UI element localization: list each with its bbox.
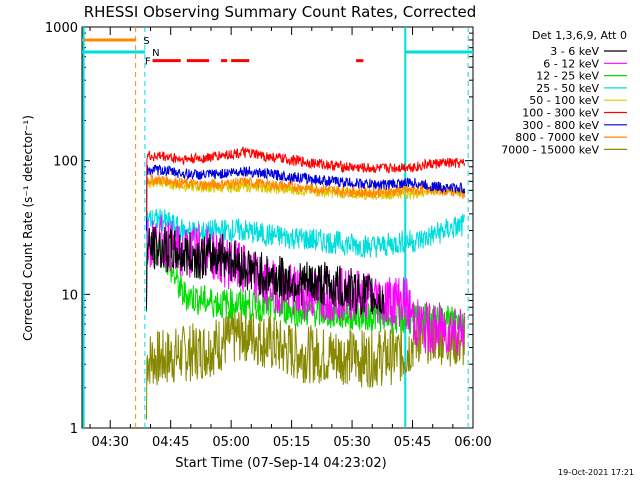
series-line-6-12-kev <box>146 215 466 356</box>
flag-f-label: F <box>145 57 151 68</box>
legend-title: Det 1,3,6,9, Att 0 <box>532 29 627 42</box>
data-layer <box>82 27 473 428</box>
x-tick-label: 05:30 <box>333 435 370 450</box>
y-tick-label: 1000 <box>45 21 78 36</box>
chart-title: RHESSI Observing Summary Count Rates, Co… <box>84 3 477 21</box>
plot-frame <box>81 26 474 429</box>
x-tick-label: 05:15 <box>273 435 310 450</box>
legend-label: 300 - 800 keV <box>522 119 599 132</box>
x-tick-label: 04:45 <box>152 435 189 450</box>
series-line-100-300-kev <box>146 146 466 218</box>
plot-area: 1 10 100 1000 04:30 04:45 05:00 05:15 05:30 05:45… <box>45 21 492 450</box>
x-tick-label: 05:45 <box>394 435 431 450</box>
y-tick-label: 10 <box>61 288 78 303</box>
flag-s-label: S <box>143 36 149 47</box>
legend-label: 3 - 6 keV <box>550 45 599 58</box>
legend-label: 6 - 12 keV <box>543 57 599 70</box>
series-line-300-800-kev <box>146 164 466 232</box>
footer-date: 19-Oct-2021 17:21 <box>558 468 634 477</box>
legend-label: 25 - 50 keV <box>536 82 599 95</box>
flag-n-label: N <box>152 48 159 59</box>
legend-label: 12 - 25 keV <box>536 70 599 83</box>
y-axis-label: Corrected Count Rate (s⁻¹ detector⁻¹) <box>21 115 35 341</box>
series-line-800-7000-kev <box>146 174 466 241</box>
y-tick-label: 1 <box>70 422 78 437</box>
x-tick-label: 06:00 <box>454 435 491 450</box>
x-tick-label: 04:30 <box>91 435 128 450</box>
series-line-7000-15000-kev <box>146 304 466 420</box>
legend-label: 50 - 100 keV <box>529 94 599 107</box>
x-tick-label: 05:00 <box>212 435 249 450</box>
x-axis-label: Start Time (07-Sep-14 04:23:02) <box>175 456 386 471</box>
series-line-3-6-kev <box>146 226 385 315</box>
legend-label: 100 - 300 keV <box>522 107 599 120</box>
legend-label: 7000 - 15000 keV <box>501 143 599 156</box>
y-tick-label: 100 <box>53 155 78 170</box>
legend-label: 800 - 7000 keV <box>515 131 599 144</box>
